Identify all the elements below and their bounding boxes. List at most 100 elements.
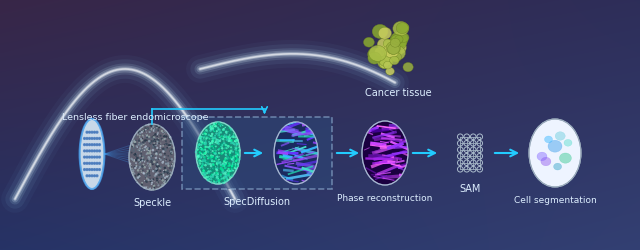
Point <box>134 173 144 177</box>
Ellipse shape <box>541 158 551 166</box>
Point <box>228 141 238 145</box>
Text: SpecDiffusion: SpecDiffusion <box>223 196 291 206</box>
Point <box>212 169 222 173</box>
Point <box>232 154 242 158</box>
Point <box>145 169 155 173</box>
Point <box>131 158 141 162</box>
Point <box>137 147 147 151</box>
Point <box>156 134 166 138</box>
Point <box>227 148 237 152</box>
Point <box>211 152 221 156</box>
Point <box>199 148 209 152</box>
Point <box>157 138 168 142</box>
Point <box>207 159 217 163</box>
Point <box>154 130 164 134</box>
Point <box>205 129 216 133</box>
Point <box>193 155 204 159</box>
Point <box>209 147 220 151</box>
Point <box>200 174 210 178</box>
Point <box>213 139 223 143</box>
Point <box>140 142 150 146</box>
Point <box>216 124 226 128</box>
Point <box>143 164 154 168</box>
Point <box>198 156 209 160</box>
Point <box>132 174 143 178</box>
Point <box>200 148 211 152</box>
Point <box>214 122 224 126</box>
Point <box>213 180 223 184</box>
Point <box>202 154 212 158</box>
Point <box>127 171 138 175</box>
Circle shape <box>91 169 93 171</box>
Point <box>225 164 235 168</box>
Point <box>221 130 232 134</box>
Point <box>227 164 237 168</box>
Point <box>209 136 219 140</box>
Point <box>143 149 154 153</box>
Point <box>146 166 156 170</box>
Point <box>166 162 177 166</box>
Point <box>204 156 214 160</box>
Point <box>198 162 208 166</box>
Point <box>204 147 214 151</box>
Point <box>198 169 209 173</box>
Point <box>227 157 237 161</box>
Point <box>207 146 217 150</box>
Ellipse shape <box>537 152 547 161</box>
Point <box>212 130 222 134</box>
Point <box>221 147 232 151</box>
Point <box>228 154 239 158</box>
Point <box>214 147 225 151</box>
Point <box>136 152 147 156</box>
Point <box>139 129 149 133</box>
Point <box>159 133 170 137</box>
Point <box>223 158 234 162</box>
Point <box>223 135 234 139</box>
Point <box>197 141 207 145</box>
Point <box>205 156 215 160</box>
Point <box>146 154 156 158</box>
Point <box>150 174 160 178</box>
Circle shape <box>88 163 90 164</box>
Point <box>195 134 205 138</box>
Point <box>225 176 235 180</box>
Point <box>145 152 156 156</box>
Ellipse shape <box>386 42 401 55</box>
Point <box>166 174 176 178</box>
Point <box>138 171 148 175</box>
Point <box>148 178 159 182</box>
Point <box>157 179 168 183</box>
Point <box>148 135 159 139</box>
Point <box>152 142 163 146</box>
Point <box>201 175 211 179</box>
Point <box>198 148 209 152</box>
Point <box>230 146 240 150</box>
Point <box>202 160 212 164</box>
Point <box>205 156 216 160</box>
Point <box>205 170 216 173</box>
Point <box>195 137 205 141</box>
Ellipse shape <box>384 45 399 59</box>
Point <box>130 174 140 178</box>
Point <box>220 181 230 185</box>
Ellipse shape <box>274 122 318 184</box>
Circle shape <box>91 175 93 177</box>
Point <box>234 160 244 164</box>
Point <box>160 152 170 156</box>
Point <box>129 158 140 162</box>
Point <box>145 186 155 190</box>
Point <box>161 170 172 174</box>
Point <box>163 174 173 178</box>
Point <box>220 164 230 168</box>
Ellipse shape <box>383 62 392 70</box>
Point <box>201 150 211 154</box>
Point <box>136 128 146 132</box>
Point <box>169 164 179 168</box>
Point <box>230 157 240 161</box>
Point <box>222 161 232 165</box>
Point <box>225 126 235 130</box>
Circle shape <box>96 150 98 152</box>
Point <box>151 127 161 131</box>
Point <box>232 158 243 162</box>
Point <box>164 144 174 148</box>
